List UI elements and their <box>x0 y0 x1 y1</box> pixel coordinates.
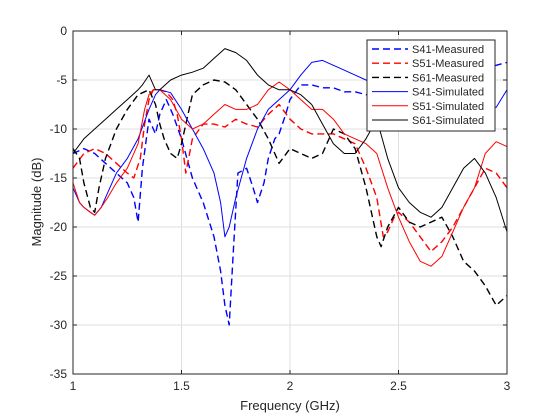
x-tick-label: 2.5 <box>390 379 407 393</box>
series-line-s61-simulated <box>72 48 508 233</box>
x-tick-label: 3 <box>504 379 511 393</box>
series-line-s51-simulated <box>72 81 508 267</box>
x-tick-label: 1 <box>70 379 77 393</box>
x-tick-label: 1.5 <box>173 379 190 393</box>
x-axis-label: Frequency (GHz) <box>240 398 340 413</box>
y-tick-label: -35 <box>50 367 68 381</box>
series-line-s61-measured <box>72 79 508 307</box>
ticks: 1 1.5 2 2.5 3 0 -5 -10 -15 -20 -25 -30 -35 <box>50 24 511 393</box>
legend: S41-Measured S51-Measured S61-Measured S41-… <box>366 39 496 132</box>
y-tick-label: -25 <box>50 269 68 283</box>
y-tick-label: 0 <box>60 24 67 38</box>
x-tick-label: 2 <box>287 379 294 393</box>
legend-label: S61-Simulated <box>412 115 484 127</box>
legend-label: S61-Measured <box>412 72 484 84</box>
legend-label: S41-Measured <box>412 44 484 56</box>
legend-label: S41-Simulated <box>412 87 484 99</box>
y-tick-label: -15 <box>50 171 68 185</box>
legend-label: S51-Simulated <box>412 101 484 113</box>
legend-label: S51-Measured <box>412 58 484 70</box>
y-axis-label: Magnitude (dB) <box>29 158 44 247</box>
series-line-s51-measured <box>72 89 508 253</box>
plot-series <box>72 48 508 326</box>
y-tick-label: -10 <box>50 122 68 136</box>
y-tick-label: -5 <box>56 73 67 87</box>
y-tick-label: -30 <box>50 318 68 332</box>
legend-box <box>366 39 496 132</box>
y-tick-label: -20 <box>50 220 68 234</box>
